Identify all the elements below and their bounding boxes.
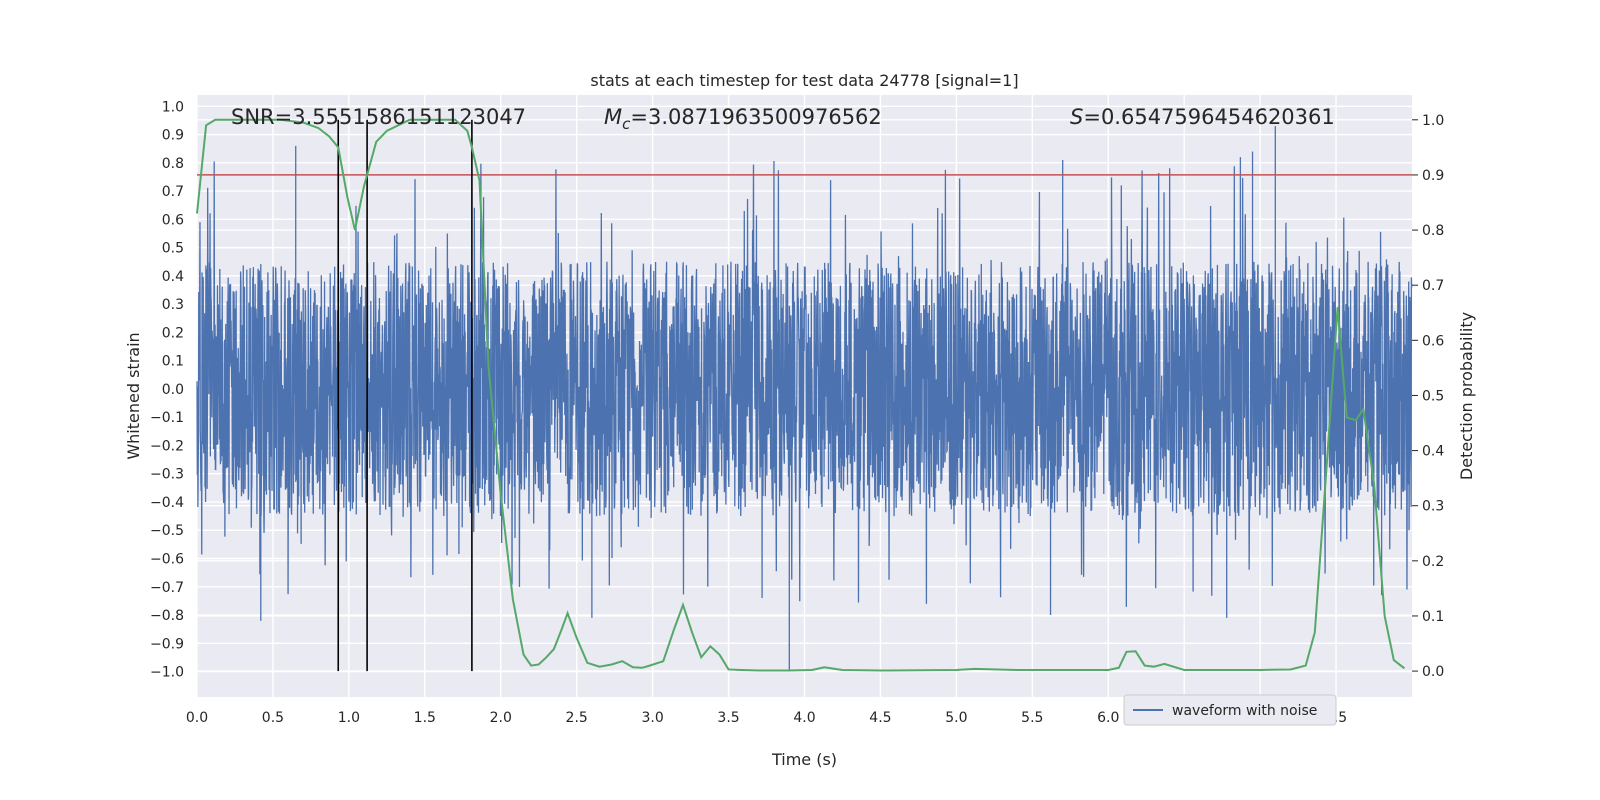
mc-symbol: M <box>604 105 622 129</box>
x-axis-label: Time (s) <box>771 750 837 769</box>
left-tick-label: −0.6 <box>150 552 184 568</box>
x-tick-label: 5.0 <box>945 710 967 726</box>
left-tick-label: 1.0 <box>162 99 184 115</box>
x-tick-label: 0.5 <box>262 710 284 726</box>
right-tick-label: 0.7 <box>1422 278 1444 294</box>
probability-series <box>196 118 1406 672</box>
x-tick-label: 3.0 <box>641 710 663 726</box>
snr-annotation: SNR=3.5551586151123047 <box>231 105 526 129</box>
left-axis-ticks: 1.0 0.9 0.8 0.7 0.6 0.5 0.4 0.3 0.2 0.1 0.0 −0.1 −0.… <box>150 99 184 680</box>
left-tick-label: −0.1 <box>150 410 184 426</box>
left-tick-label: 0.9 <box>162 128 184 144</box>
s-symbol: S <box>1070 105 1083 129</box>
left-tick-label: −1.0 <box>150 665 184 681</box>
mc-annotation: Mc=3.0871963500976562 <box>604 105 882 133</box>
left-tick-label: −0.3 <box>150 467 184 483</box>
right-tick-label: 0.8 <box>1422 223 1444 239</box>
right-tick-label: 0.0 <box>1422 664 1444 680</box>
left-tick-label: −0.7 <box>150 580 184 596</box>
right-tick-label: 1.0 <box>1422 113 1444 129</box>
s-annotation: S=0.6547596454620361 <box>1070 105 1335 129</box>
s-value: =0.6547596454620361 <box>1083 105 1334 129</box>
left-tick-label: 0.0 <box>162 382 184 398</box>
right-tick-label: 0.2 <box>1422 554 1444 570</box>
legend: waveform with noise <box>1123 694 1337 726</box>
left-tick-label: −0.8 <box>150 608 184 624</box>
waveform-series <box>196 126 1413 672</box>
right-tick-label: 0.9 <box>1422 168 1444 184</box>
legend-box <box>1123 694 1337 726</box>
right-tick-label: 0.3 <box>1422 499 1444 515</box>
x-tick-label: 3.5 <box>717 710 739 726</box>
vertical-markers <box>337 119 473 672</box>
left-tick-label: 0.3 <box>162 297 184 313</box>
left-tick-label: 0.4 <box>162 269 184 285</box>
left-tick-label: 0.6 <box>162 212 184 228</box>
x-tick-label: 5.5 <box>1021 710 1043 726</box>
right-tick-label: 0.4 <box>1422 444 1444 460</box>
x-tick-label: 1.5 <box>414 710 436 726</box>
right-axis-label: Detection probability <box>1457 312 1476 480</box>
left-tick-label: 0.7 <box>162 184 184 200</box>
right-axis-ticks: 1.0 0.9 0.8 0.7 0.6 0.5 0.4 0.3 0.2 0.1 0.0 <box>1412 113 1444 680</box>
left-tick-label: −0.2 <box>150 438 184 454</box>
left-tick-label: −0.5 <box>150 523 184 539</box>
chart-title: stats at each timestep for test data 247… <box>590 71 1018 90</box>
x-tick-label: 0.0 <box>186 710 208 726</box>
left-tick-label: 0.1 <box>162 354 184 370</box>
left-tick-label: 0.8 <box>162 156 184 172</box>
x-tick-label: 2.0 <box>490 710 512 726</box>
x-tick-label: 4.5 <box>869 710 891 726</box>
x-tick-label: 2.5 <box>566 710 588 726</box>
left-tick-label: 0.5 <box>162 241 184 257</box>
mc-subscript: c <box>622 115 631 133</box>
left-tick-label: −0.4 <box>150 495 184 511</box>
legend-label: waveform with noise <box>1172 703 1317 719</box>
right-tick-label: 0.1 <box>1422 609 1444 625</box>
x-tick-label: 4.0 <box>793 710 815 726</box>
x-tick-label: 6.0 <box>1097 710 1119 726</box>
left-axis-label: Whitened strain <box>124 332 143 459</box>
x-tick-label: 1.0 <box>338 710 360 726</box>
right-tick-label: 0.6 <box>1422 333 1444 349</box>
left-tick-label: −0.9 <box>150 636 184 652</box>
right-tick-label: 0.5 <box>1422 388 1444 404</box>
mc-value: =3.0871963500976562 <box>630 105 881 129</box>
left-tick-label: 0.2 <box>162 325 184 341</box>
